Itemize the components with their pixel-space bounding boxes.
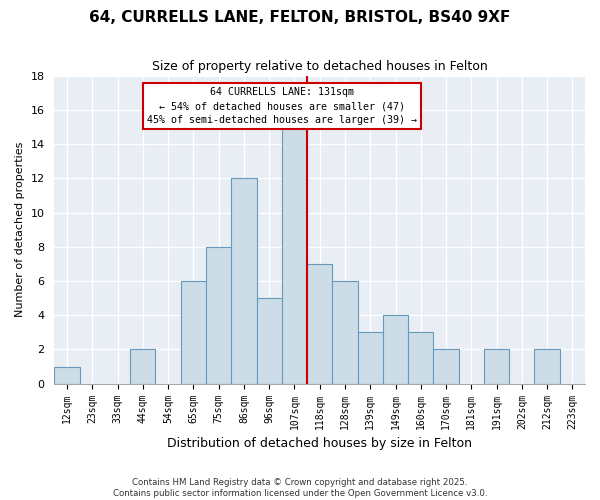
Title: Size of property relative to detached houses in Felton: Size of property relative to detached ho…: [152, 60, 488, 73]
Bar: [181, 281, 206, 384]
Bar: [257, 298, 282, 384]
Text: 64, CURRELLS LANE, FELTON, BRISTOL, BS40 9XF: 64, CURRELLS LANE, FELTON, BRISTOL, BS40…: [89, 10, 511, 25]
Text: Contains HM Land Registry data © Crown copyright and database right 2025.
Contai: Contains HM Land Registry data © Crown c…: [113, 478, 487, 498]
Bar: [535, 350, 560, 384]
Bar: [408, 332, 433, 384]
Bar: [433, 350, 458, 384]
Y-axis label: Number of detached properties: Number of detached properties: [15, 142, 25, 318]
Bar: [206, 246, 231, 384]
Bar: [383, 315, 408, 384]
Bar: [282, 127, 307, 384]
Bar: [231, 178, 257, 384]
Bar: [307, 264, 332, 384]
Text: 64 CURRELLS LANE: 131sqm
← 54% of detached houses are smaller (47)
45% of semi-d: 64 CURRELLS LANE: 131sqm ← 54% of detach…: [147, 88, 417, 126]
Bar: [358, 332, 383, 384]
Bar: [130, 350, 155, 384]
X-axis label: Distribution of detached houses by size in Felton: Distribution of detached houses by size …: [167, 437, 472, 450]
Bar: [332, 281, 358, 384]
Bar: [484, 350, 509, 384]
Bar: [55, 366, 80, 384]
